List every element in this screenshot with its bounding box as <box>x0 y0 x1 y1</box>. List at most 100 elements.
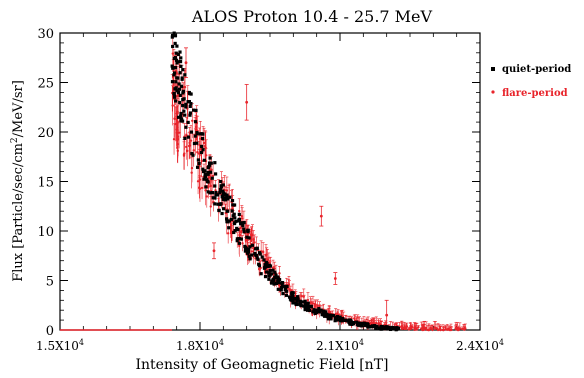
flare-marker <box>302 295 305 298</box>
quiet-marker <box>343 318 347 323</box>
flare-marker <box>372 322 376 325</box>
quiet-marker <box>183 113 187 117</box>
quiet-marker <box>198 132 202 136</box>
quiet-marker <box>177 115 181 119</box>
flare-marker <box>426 328 429 332</box>
flare-point <box>444 326 448 331</box>
x-axis: 1.5X104 1.8X104 2.1X104 2.4X104 <box>36 33 504 353</box>
flare-point <box>438 326 442 332</box>
flare-marker <box>176 94 179 98</box>
quiet-marker <box>199 150 204 155</box>
quiet-marker <box>173 41 177 46</box>
flare-point <box>174 106 178 142</box>
quiet-marker <box>206 170 210 175</box>
quiet-marker <box>237 241 241 245</box>
quiet-marker <box>307 308 312 313</box>
quiet-marker <box>255 246 259 250</box>
quiet-marker <box>170 35 174 39</box>
legend-marker-flare-period <box>491 90 495 94</box>
quiet-marker <box>298 302 302 306</box>
flare-marker <box>207 186 210 189</box>
flare-marker <box>264 254 268 257</box>
quiet-marker <box>193 134 197 138</box>
legend-label-quiet-period: quiet-period <box>502 64 571 75</box>
flare-marker <box>278 272 281 275</box>
quiet-marker <box>221 189 225 193</box>
flare-marker <box>196 151 199 154</box>
flare-marker <box>226 232 230 235</box>
quiet-marker <box>179 56 183 60</box>
quiet-marker <box>172 92 176 96</box>
quiet-marker <box>317 308 321 312</box>
quiet-marker <box>257 264 262 268</box>
quiet-marker <box>232 212 236 216</box>
quiet-marker <box>247 254 251 258</box>
quiet-marker <box>192 108 196 112</box>
flare-point <box>430 324 434 330</box>
quiet-marker <box>225 217 229 221</box>
quiet-marker <box>268 273 272 277</box>
flare-marker <box>309 301 313 304</box>
flare-point <box>425 325 429 332</box>
flare-marker <box>202 141 206 145</box>
quiet-marker <box>196 158 200 162</box>
quiet-marker <box>327 314 331 318</box>
quiet-marker <box>179 114 183 118</box>
quiet-marker <box>311 310 315 314</box>
quiet-marker <box>368 325 372 329</box>
quiet-marker <box>181 89 186 93</box>
flare-marker <box>241 242 244 245</box>
quiet-marker <box>186 135 191 139</box>
quiet-marker <box>276 277 280 281</box>
flare-point <box>209 196 213 217</box>
quiet-marker <box>296 297 300 301</box>
quiet-marker <box>178 93 182 97</box>
quiet-marker <box>186 100 190 104</box>
flare-marker <box>196 180 200 183</box>
quiet-marker <box>374 326 378 331</box>
quiet-marker <box>247 236 251 240</box>
quiet-marker <box>179 111 183 116</box>
quiet-marker <box>242 230 246 234</box>
quiet-marker <box>326 317 330 321</box>
y-tick-label: 15 <box>37 176 54 191</box>
quiet-marker <box>178 60 183 64</box>
quiet-marker <box>223 198 228 202</box>
quiet-marker <box>182 97 186 101</box>
quiet-marker <box>333 319 337 323</box>
quiet-marker <box>377 326 381 331</box>
flare-point <box>442 327 446 332</box>
quiet-marker <box>226 197 230 201</box>
flare-point <box>175 132 179 163</box>
quiet-marker <box>225 209 229 213</box>
flare-marker <box>435 327 439 330</box>
quiet-marker <box>220 211 224 216</box>
quiet-marker <box>172 31 176 35</box>
quiet-marker <box>319 308 323 312</box>
quiet-marker <box>302 304 307 308</box>
quiet-marker <box>177 82 181 86</box>
quiet-marker <box>208 191 212 195</box>
quiet-marker <box>237 236 241 241</box>
quiet-marker <box>221 194 225 198</box>
quiet-marker <box>356 321 360 325</box>
quiet-marker <box>338 318 343 323</box>
quiet-marker <box>175 89 179 93</box>
flare-marker <box>251 234 254 237</box>
flare-marker <box>184 61 188 65</box>
quiet-marker <box>300 300 304 304</box>
quiet-marker <box>206 190 210 194</box>
quiet-marker <box>280 285 284 289</box>
quiet-marker <box>358 322 362 326</box>
quiet-marker <box>245 235 249 239</box>
quiet-marker <box>188 104 192 108</box>
flare-marker <box>214 189 217 192</box>
quiet-marker <box>178 71 182 75</box>
quiet-marker <box>227 226 231 230</box>
quiet-marker <box>267 271 271 275</box>
y-tick-label: 30 <box>37 27 54 42</box>
flare-marker <box>442 328 445 332</box>
flare-marker <box>407 328 411 331</box>
quiet-marker <box>280 281 284 285</box>
flare-marker <box>462 327 465 331</box>
